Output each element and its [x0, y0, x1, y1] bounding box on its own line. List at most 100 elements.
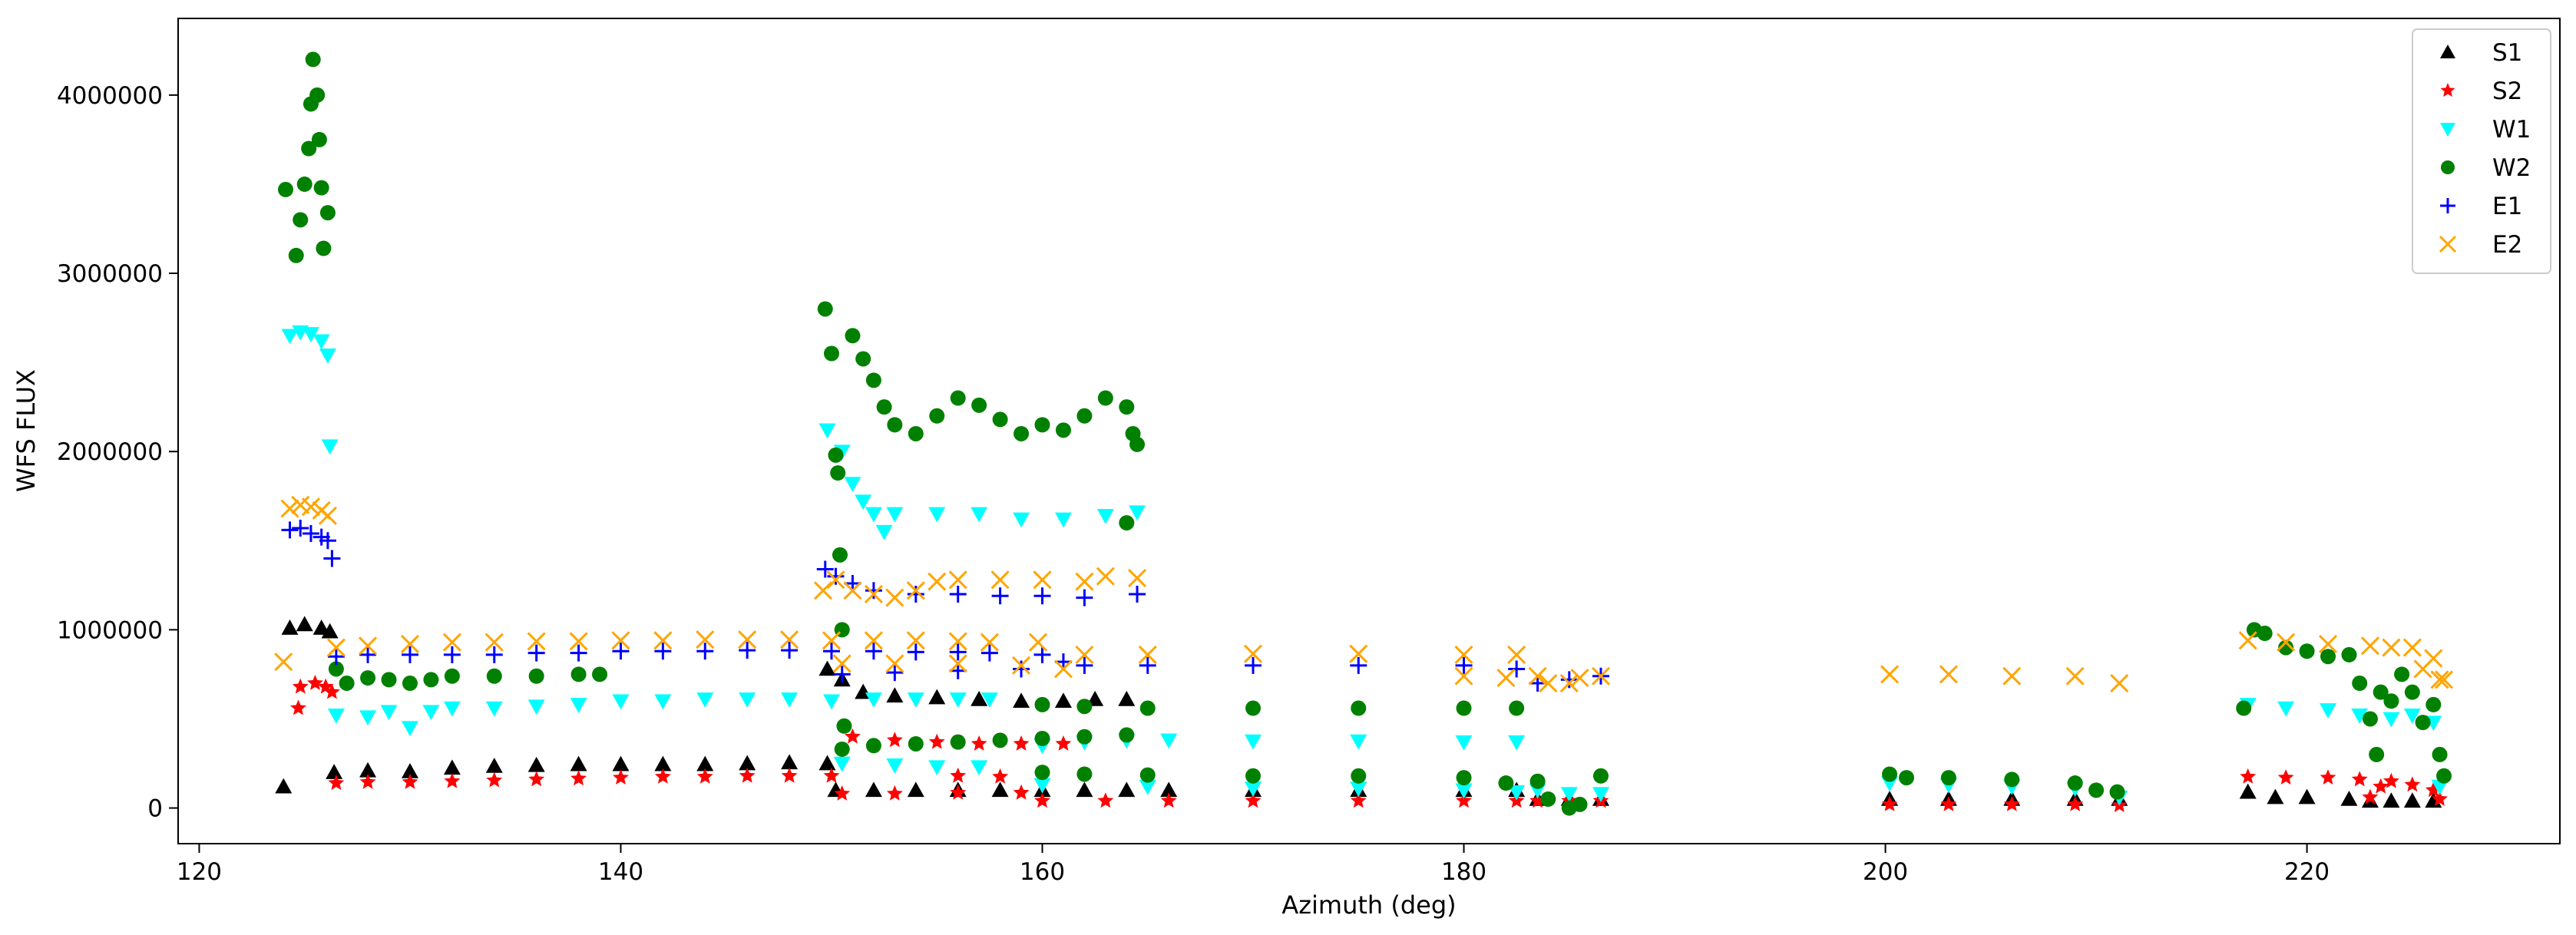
data-point-w2	[2257, 626, 2273, 642]
data-point-s2	[528, 771, 545, 787]
data-point-e2	[280, 499, 299, 518]
data-point-s1	[485, 758, 503, 773]
legend-box	[2412, 28, 2551, 274]
data-point-s1	[281, 619, 299, 635]
data-point-e2	[885, 654, 904, 673]
data-point-s1	[907, 781, 924, 798]
data-point-s1	[2403, 792, 2421, 808]
data-point-e2	[1539, 673, 1558, 693]
legend-label-w2: W2	[2492, 154, 2531, 182]
x-tick-label: 220	[2284, 858, 2330, 886]
data-point-s2	[2362, 788, 2379, 804]
data-point-e1	[654, 643, 672, 660]
data-points	[274, 51, 2454, 816]
data-point-w2	[1498, 775, 1514, 791]
data-point-e1	[527, 644, 545, 662]
data-point-s2	[971, 735, 987, 751]
data-point-e2	[2110, 673, 2129, 693]
data-point-w1	[1508, 785, 1526, 801]
data-point-s1	[1118, 781, 1136, 798]
legend-label-e2: E2	[2492, 231, 2522, 259]
data-point-e2	[990, 570, 1010, 590]
data-point-w1	[612, 694, 630, 710]
y-axis: 0 1000000 2000000 3000000 4000000	[57, 82, 178, 823]
data-point-e1	[865, 643, 882, 660]
data-point-w2	[950, 734, 966, 750]
data-point-e2	[2424, 649, 2443, 668]
data-point-s1	[321, 623, 339, 639]
data-point-s2	[323, 683, 340, 699]
data-point-w2	[1572, 796, 1588, 812]
data-point-w2	[360, 670, 376, 686]
data-point-e1	[401, 646, 418, 663]
data-point-w2	[2404, 684, 2420, 700]
data-point-w1	[907, 692, 924, 708]
data-point-e2	[1528, 666, 1547, 686]
data-point-e1	[302, 525, 319, 543]
data-point-e1	[1033, 646, 1051, 663]
data-point-w2	[2383, 693, 2399, 709]
data-point-w2	[929, 408, 945, 424]
data-point-s1	[991, 781, 1009, 798]
data-point-s2	[1055, 735, 1072, 751]
data-point-s2	[307, 675, 323, 690]
data-point-s1	[2239, 783, 2257, 799]
data-point-s1	[1076, 781, 1093, 798]
data-point-w2	[570, 666, 587, 682]
data-point-e1	[1139, 656, 1156, 674]
data-point-s2	[2067, 795, 2084, 811]
data-point-w2	[950, 390, 966, 406]
data-point-e2	[1570, 669, 1589, 688]
data-point-e1	[1560, 671, 1578, 689]
data-point-e2	[527, 632, 546, 651]
data-point-w2	[2299, 643, 2315, 659]
data-point-w1	[781, 692, 799, 708]
data-point-w2	[992, 411, 1008, 428]
data-point-e1	[292, 520, 309, 537]
data-point-e1	[833, 666, 851, 683]
data-point-s1	[2267, 788, 2284, 804]
data-point-s2	[1013, 784, 1030, 800]
data-point-w2	[1097, 390, 1113, 406]
data-point-w2	[301, 140, 317, 157]
data-point-s2	[2320, 769, 2336, 785]
data-point-w2	[1351, 700, 1367, 716]
data-point-s1	[275, 778, 293, 794]
x-tick-label: 180	[1441, 858, 1486, 886]
data-point-e2	[2382, 638, 2401, 657]
data-point-w2	[2373, 684, 2389, 700]
data-point-w2	[444, 668, 460, 684]
data-point-w2	[486, 668, 502, 684]
data-point-w1	[928, 760, 946, 776]
data-point-s1	[1013, 692, 1030, 709]
data-point-s2	[2425, 781, 2442, 798]
data-point-w2	[1076, 408, 1093, 424]
data-point-w1	[971, 507, 988, 523]
data-point-w2	[823, 345, 839, 362]
data-point-e1	[485, 646, 503, 663]
data-point-s2	[328, 775, 345, 790]
data-point-e2	[653, 631, 673, 650]
data-point-e2	[2277, 633, 2296, 652]
data-point-w1	[886, 758, 904, 774]
data-point-e2	[843, 581, 862, 600]
data-point-w2	[2004, 771, 2020, 788]
data-point-e2	[1559, 673, 1579, 693]
data-point-s1	[570, 755, 587, 771]
data-point-e1	[1076, 589, 1093, 606]
data-point-e2	[948, 570, 967, 590]
data-point-w1	[1013, 512, 1030, 528]
data-point-w2	[1351, 768, 1367, 784]
y-tick-label: 1000000	[57, 616, 163, 644]
data-point-e2	[906, 581, 925, 600]
data-point-w2	[288, 247, 304, 263]
data-point-e1	[781, 642, 799, 659]
data-point-w2	[1245, 768, 1262, 784]
data-point-s1	[1160, 781, 1178, 798]
data-point-w1	[1160, 733, 1178, 749]
x-axis-label: Azimuth (deg)	[1281, 890, 1456, 920]
data-point-e2	[301, 497, 321, 517]
data-point-w2	[1129, 436, 1146, 452]
data-point-w2	[971, 397, 987, 413]
data-point-w2	[876, 399, 892, 415]
